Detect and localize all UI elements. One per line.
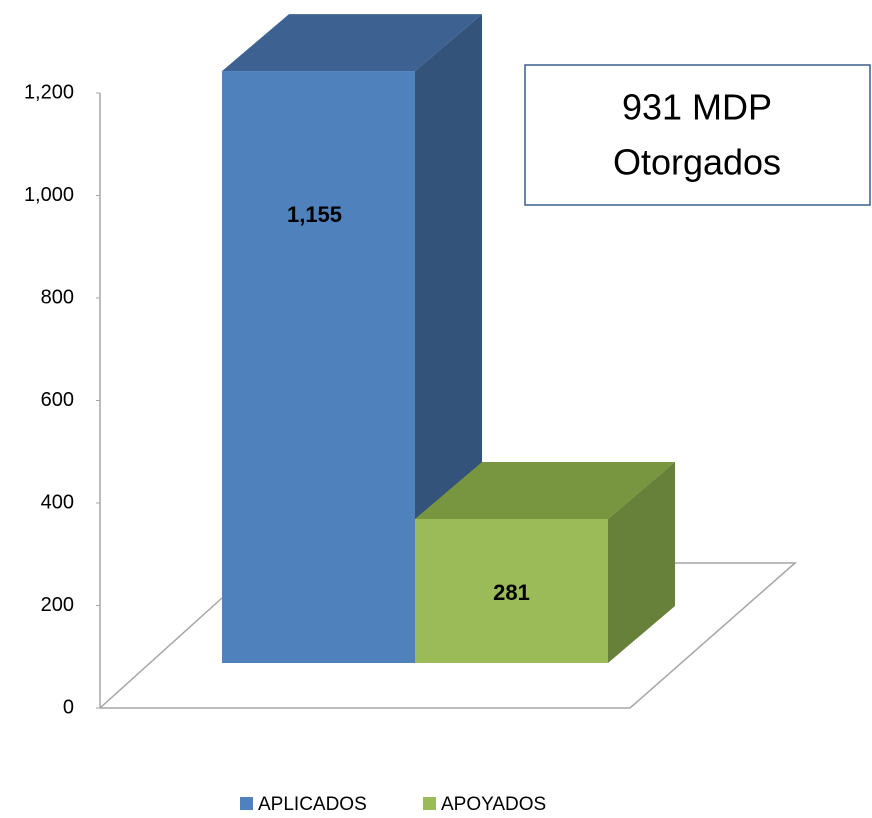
y-tick-label: 600 — [41, 389, 74, 411]
floor-edge — [100, 562, 797, 709]
y-tick-label: 1,200 — [24, 81, 74, 103]
y-tick-label: 200 — [41, 594, 74, 616]
annotation: 931 MDP — [622, 87, 772, 128]
data-label: 281 — [493, 580, 530, 605]
bar-side — [608, 461, 675, 663]
y-tick-label: 400 — [41, 491, 74, 513]
annotation-box — [524, 64, 871, 206]
data-label: 1,155 — [287, 202, 342, 227]
y-tick-label: 800 — [41, 286, 74, 308]
legend-label: APOYADOS — [441, 794, 546, 815]
legend-label: APLICADOS — [258, 794, 367, 815]
bar-top — [415, 461, 675, 519]
y-tick-label: 1,000 — [24, 184, 74, 206]
legend-swatch — [423, 797, 436, 810]
bar-top — [222, 14, 482, 72]
annotation: Otorgados — [613, 142, 781, 183]
bar — [222, 71, 415, 663]
y-tick-label: 0 — [63, 696, 74, 718]
legend-swatch — [240, 797, 253, 810]
bar — [415, 518, 608, 663]
floor-edge — [99, 597, 223, 709]
